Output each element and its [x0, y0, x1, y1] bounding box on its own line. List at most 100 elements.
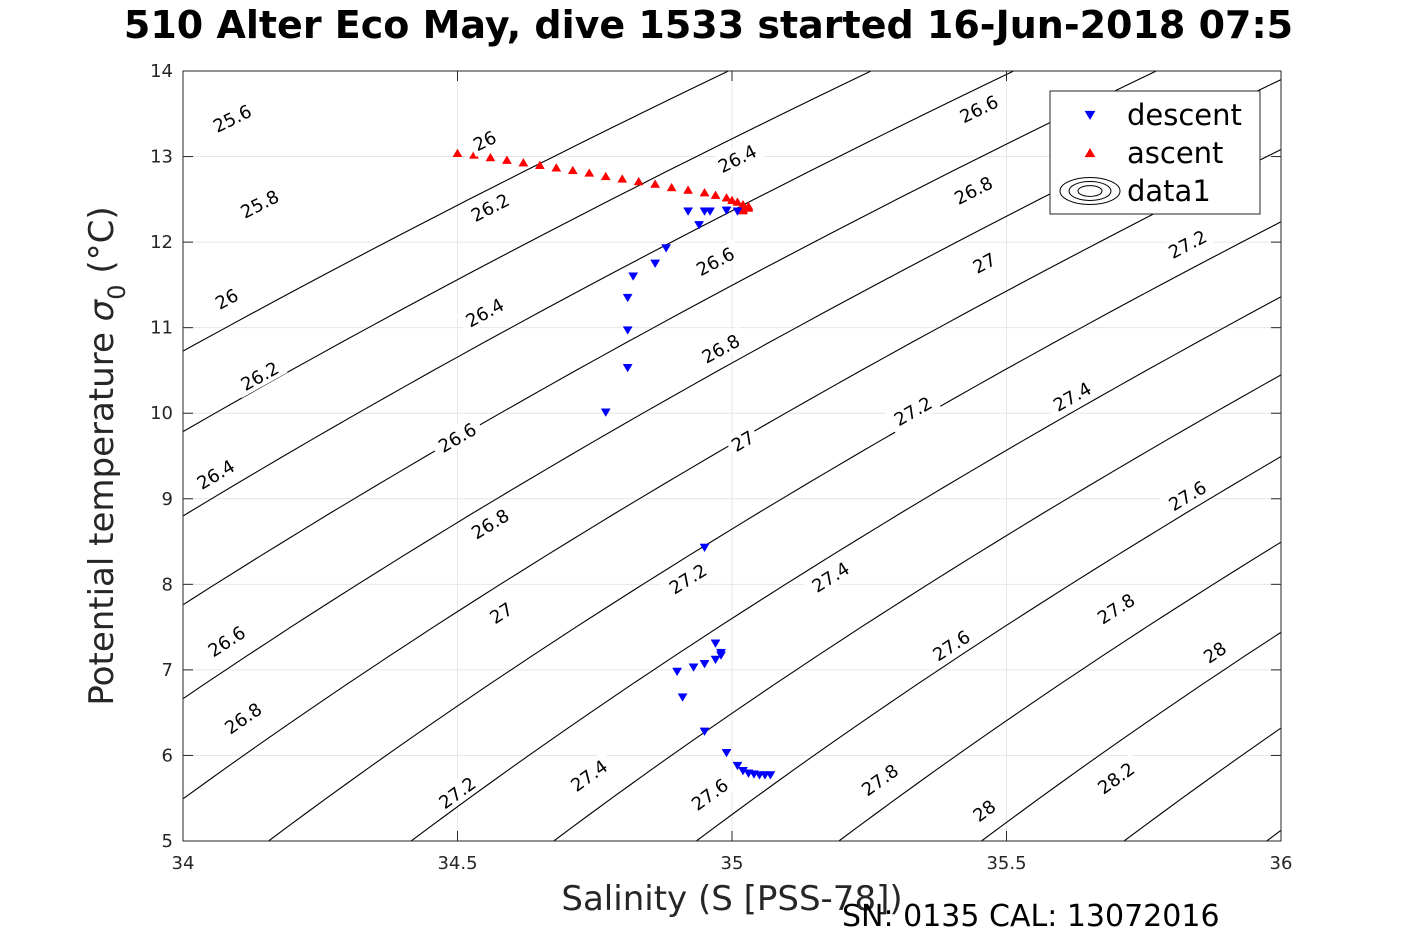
- contour-label-bg: [203, 96, 261, 140]
- legend-contour-glyph: [1059, 177, 1121, 205]
- ascent-point: [721, 193, 732, 202]
- descent-point: [661, 244, 672, 253]
- legend-entry-data1: data1: [1127, 174, 1211, 208]
- contour-label-group: 27.2: [884, 388, 941, 434]
- legend-entry-ascent: ascent: [1127, 136, 1223, 170]
- descent-point: [710, 655, 721, 665]
- contour-label-bg: [884, 388, 941, 434]
- legend-contour-glyph: [1068, 181, 1112, 201]
- descent-point: [622, 326, 633, 335]
- contour-label-bg: [1043, 373, 1100, 419]
- y-tick-label: 11: [150, 318, 173, 339]
- isopycnal-line: [1123, 727, 1281, 841]
- y-tick-label: 12: [150, 232, 173, 253]
- isopycnal-line: [552, 374, 1281, 841]
- legend-entry-descent: descent: [1127, 98, 1242, 132]
- isopycnal-line: [183, 71, 873, 433]
- contour-label-bg: [429, 768, 485, 817]
- contour-label-bg: [208, 281, 245, 316]
- contour-label-bg: [692, 326, 749, 371]
- legend-marker-ascent: [1084, 147, 1096, 158]
- ascent-point: [501, 155, 512, 164]
- y-tick-label: 8: [162, 574, 173, 595]
- descent-point: [628, 272, 639, 281]
- serial-calibration-note: SN: 0135 CAL: 13072016: [842, 899, 1220, 934]
- y-axis-label-symbol: σ: [82, 299, 122, 322]
- legend-contour-glyph: [1077, 185, 1103, 197]
- descent-point: [699, 727, 710, 737]
- y-tick-label: 5: [162, 831, 173, 852]
- contour-label-bg: [231, 181, 288, 226]
- isopycnal-line: [183, 71, 1158, 606]
- isopycnal-line: [183, 71, 730, 352]
- contour-label-bg: [686, 239, 744, 283]
- y-tick-label: 14: [150, 61, 173, 82]
- descent-point: [699, 660, 710, 669]
- descent-point: [694, 221, 704, 230]
- descent-series: [600, 206, 776, 780]
- ascent-point: [584, 168, 595, 177]
- contour-label-bg: [231, 353, 288, 398]
- ascent-point: [534, 160, 545, 169]
- contour-label-bg: [724, 423, 761, 458]
- descent-point: [716, 648, 726, 658]
- y-tick-label: 10: [150, 403, 173, 424]
- contour-label-bg: [923, 621, 979, 669]
- contour-label-bg: [561, 751, 617, 800]
- descent-point: [765, 771, 776, 780]
- ascent-point: [600, 171, 611, 181]
- contour-label-bg: [1088, 753, 1144, 802]
- descent-point: [622, 293, 633, 303]
- contour-label-bg: [1159, 472, 1216, 519]
- contour-label-group: 26: [208, 281, 245, 316]
- ascent-point: [551, 163, 562, 172]
- x-axis-label: Salinity (S [PSS-78]): [561, 879, 903, 919]
- descent-point: [699, 543, 710, 553]
- legend-marker-descent: [1084, 110, 1096, 121]
- chart-title: 510 Alter Eco May, dive 1533 started 16-…: [123, 3, 1294, 47]
- y-axis-label: Potential temperature σ0 (°C): [82, 206, 131, 706]
- ascent-series: [452, 148, 754, 215]
- x-tick-label: 36: [1270, 853, 1293, 874]
- descent-point: [688, 663, 699, 672]
- descent-point: [650, 259, 661, 269]
- descent-point: [622, 364, 633, 373]
- contour-label-bg: [461, 500, 518, 547]
- ascent-point: [617, 174, 628, 183]
- contour-label-bg: [198, 617, 255, 665]
- ascent-point: [743, 203, 754, 212]
- contour-label-group: 27: [482, 595, 520, 630]
- y-axis-label-text: Potential temperature: [82, 332, 122, 706]
- contour-label-bg: [215, 694, 271, 742]
- ascent-point: [699, 187, 710, 197]
- contour-label-bg: [944, 168, 1002, 212]
- descent-point: [721, 749, 732, 758]
- contour-label-bg: [456, 290, 513, 335]
- descent-point: [683, 207, 694, 216]
- axis-ticks: 34 34.5 35 35.5 36 5 6 7 8 9 10 11 12 13 14: [150, 61, 1292, 874]
- y-tick-label: 9: [162, 489, 173, 510]
- descent-point: [732, 207, 743, 216]
- contour-label-bg: [1159, 222, 1216, 266]
- contour-label-bg: [802, 553, 859, 600]
- contour-label-bg: [681, 769, 737, 819]
- ascent-point: [485, 152, 496, 162]
- ascent-point: [650, 179, 661, 188]
- legend: descent ascent data1: [1049, 90, 1261, 215]
- contour-label-bg: [466, 123, 503, 157]
- y-axis-label-subscript: 0: [103, 284, 131, 300]
- contour-label-bg: [482, 595, 520, 630]
- contour-label-bg: [965, 245, 1003, 280]
- isopycnal-line: [837, 541, 1281, 841]
- descent-point: [699, 207, 710, 216]
- x-tick-label: 35.5: [986, 853, 1026, 874]
- descent-point: [721, 206, 732, 215]
- descent-point: [600, 408, 611, 417]
- contour-label-bg: [965, 792, 1003, 829]
- contour-label-bg: [950, 87, 1007, 130]
- descent-point: [677, 693, 688, 702]
- contour-label-bg: [852, 755, 908, 804]
- contour-label-bg: [187, 451, 244, 497]
- ascent-point: [666, 182, 677, 192]
